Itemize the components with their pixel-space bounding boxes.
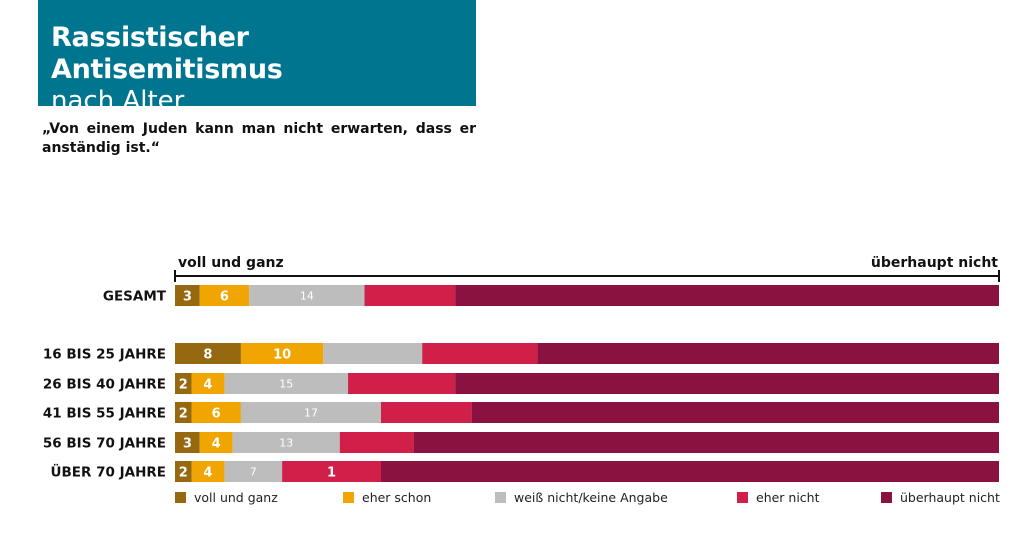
legend-item: voll und ganz <box>175 490 278 505</box>
legend-swatch <box>495 492 506 503</box>
category-label: 26 BIS 40 JAHRE <box>43 377 166 393</box>
legend-swatch <box>175 492 186 503</box>
bar-segment <box>249 285 365 306</box>
data-label: 2 <box>179 466 188 481</box>
survey-question: „Von einem Juden kann man nicht erwarten… <box>42 121 476 156</box>
bar-segment <box>381 461 999 482</box>
bar-segment <box>348 373 456 394</box>
scale-label-right: überhaupt nicht <box>870 255 998 271</box>
bar-segment <box>191 461 225 482</box>
bar-segment <box>175 461 192 482</box>
bar-segment <box>191 373 225 394</box>
data-label: 4 <box>212 437 221 452</box>
bar-segment <box>175 343 241 364</box>
data-label: 7 <box>250 466 257 479</box>
category-label: 56 BIS 70 JAHRE <box>43 436 166 452</box>
bar-segment <box>224 373 349 394</box>
legend-item: eher nicht <box>737 490 820 505</box>
bar-segment <box>240 402 381 423</box>
data-label: 3 <box>183 290 192 305</box>
category-label: 41 BIS 55 JAHRE <box>43 406 166 422</box>
legend-label: weiß nicht/keine Angabe <box>514 490 668 505</box>
bar-segment <box>455 285 999 306</box>
data-label: 17 <box>304 407 318 420</box>
legend-swatch <box>343 492 354 503</box>
bar-segment <box>455 373 999 394</box>
scale-label-left: voll und ganz <box>178 255 284 271</box>
title-box: Rassistischer Antisemitismus nach Alter <box>38 0 476 116</box>
legend: voll und ganz eher schon weiß nicht/keine … <box>175 490 1005 508</box>
legend-label: überhaupt nicht <box>900 490 1000 505</box>
legend-item: weiß nicht/keine Angabe <box>495 490 668 505</box>
category-label: ÜBER 70 JAHRE <box>51 463 166 481</box>
bar-segment <box>339 432 414 453</box>
data-label: 4 <box>203 466 212 481</box>
bar-segment <box>175 432 200 453</box>
chart-title: Rassistischer Antisemitismus <box>51 22 283 85</box>
legend-swatch <box>737 492 748 503</box>
bar-segment <box>422 343 538 364</box>
bar-segment <box>323 343 423 364</box>
bar-segment <box>381 402 472 423</box>
data-label: 2 <box>179 378 188 393</box>
category-label: GESAMT <box>103 289 167 305</box>
bar-segment <box>282 461 381 482</box>
scale-axis <box>174 270 1000 282</box>
legend-item: eher schon <box>343 490 431 505</box>
bar-segment <box>537 343 999 364</box>
data-label: 1 <box>327 466 336 481</box>
data-label: 14 <box>300 290 314 303</box>
bar-segment <box>240 343 324 364</box>
legend-label: voll und ganz <box>194 490 278 505</box>
bar-segment <box>364 285 456 306</box>
legend-swatch <box>881 492 892 503</box>
bar-segment <box>191 402 241 423</box>
category-label: 16 BIS 25 JAHRE <box>43 347 166 363</box>
category-labels-group: GESAMT 16 BIS 25 JAHRE 26 BIS 40 JAHRE 41 B… <box>43 289 167 481</box>
bar-segment <box>232 432 340 453</box>
bar-segment <box>471 402 999 423</box>
data-label: 6 <box>212 407 221 422</box>
data-label: 2 <box>179 407 188 422</box>
data-label: 6 <box>220 290 229 305</box>
bar-segment <box>199 432 233 453</box>
data-label: 4 <box>203 378 212 393</box>
bar-segment <box>224 461 283 482</box>
legend-item: überhaupt nicht <box>881 490 1000 505</box>
data-label: 15 <box>279 378 293 391</box>
data-label: 3 <box>183 437 192 452</box>
bar-segment <box>175 373 192 394</box>
bar-segment <box>175 285 200 306</box>
bar-segment <box>175 402 192 423</box>
data-label: 8 <box>203 348 212 363</box>
data-label: 13 <box>279 437 293 450</box>
data-label: 10 <box>273 348 291 363</box>
bar-segment <box>413 432 1000 453</box>
legend-label: eher nicht <box>756 490 820 505</box>
chart-subtitle: nach Alter <box>51 86 185 116</box>
legend-label: eher schon <box>362 490 432 505</box>
bars-group: 3 6 148 102 4 152 6 173 4 132 4 7 1 <box>175 285 1000 482</box>
bar-segment <box>199 285 250 306</box>
